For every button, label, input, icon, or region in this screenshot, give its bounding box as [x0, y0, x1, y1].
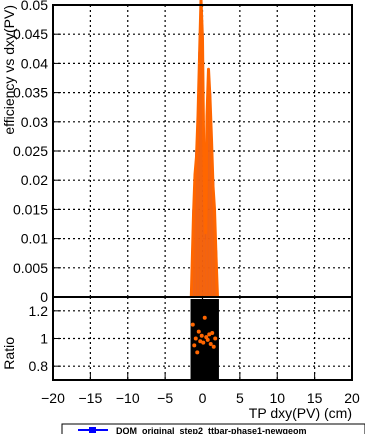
ratio-point	[199, 333, 204, 338]
y-tick-label: 0.03	[21, 114, 48, 130]
ratio-point	[208, 342, 213, 347]
ratio-point	[190, 322, 195, 327]
ratio-tick-label: 1.2	[29, 303, 49, 319]
y-tick-label: 0.045	[13, 26, 48, 42]
x-tick-label: 15	[307, 390, 323, 406]
ratio-point	[207, 332, 212, 337]
main-y-ticks: 0 0.005 0.01 0.015 0.02 0.025 0.03 0.035 0.04 0.0…	[13, 0, 61, 305]
ratio-point	[195, 350, 200, 355]
y-tick-label: 0.035	[13, 85, 48, 101]
ratio-y-ticks: 0.8 1 1.2	[29, 303, 61, 374]
ratio-point	[196, 329, 201, 334]
x-tick-label: 0	[199, 390, 207, 406]
legend-box	[61, 423, 365, 434]
ratio-point	[193, 336, 198, 341]
x-ticks: −20 −15 −10 −5 0 5 10 15 20	[41, 372, 360, 406]
x-tick-label: 20	[344, 390, 360, 406]
ratio-point	[213, 336, 218, 341]
legend: DQM_original_step2_ttbar-phase1-newgeom	[61, 423, 365, 434]
ratio-point	[210, 330, 215, 335]
ratio-point	[205, 337, 210, 342]
y-tick-label: 0	[40, 289, 48, 305]
y-tick-label: 0.04	[21, 55, 48, 71]
ratio-point	[201, 340, 206, 345]
y-tick-label: 0.01	[21, 231, 48, 247]
ratio-tick-label: 0.8	[29, 358, 49, 374]
x-tick-label: −10	[116, 390, 140, 406]
ratio-point	[198, 339, 203, 344]
x-axis-title: TP dxy(PV) (cm)	[249, 405, 352, 421]
x-tick-label: −20	[41, 390, 65, 406]
ratio-point	[211, 344, 216, 349]
ratio-point	[202, 315, 207, 320]
y-tick-label: 0.02	[21, 172, 48, 188]
y-tick-label: 0.005	[13, 260, 48, 276]
ratio-axis-title: Ratio	[1, 337, 17, 370]
ratio-tick-label: 1	[40, 331, 48, 347]
x-tick-label: −5	[157, 390, 173, 406]
main-series	[189, 0, 219, 298]
legend-marker-icon	[89, 427, 96, 433]
y-axis-title: efficiency vs dxy(PV)	[1, 5, 17, 135]
legend-entry: DQM_original_step2_ttbar-phase1-newgeom	[116, 426, 307, 434]
y-tick-label: 0.025	[13, 143, 48, 159]
y-tick-label: 0.05	[21, 0, 48, 13]
y-tick-label: 0.015	[13, 201, 48, 217]
x-tick-label: 10	[269, 390, 285, 406]
x-tick-label: −15	[79, 390, 103, 406]
ratio-points	[190, 315, 218, 355]
x-tick-label: 5	[236, 390, 244, 406]
ratio-point	[192, 343, 197, 348]
